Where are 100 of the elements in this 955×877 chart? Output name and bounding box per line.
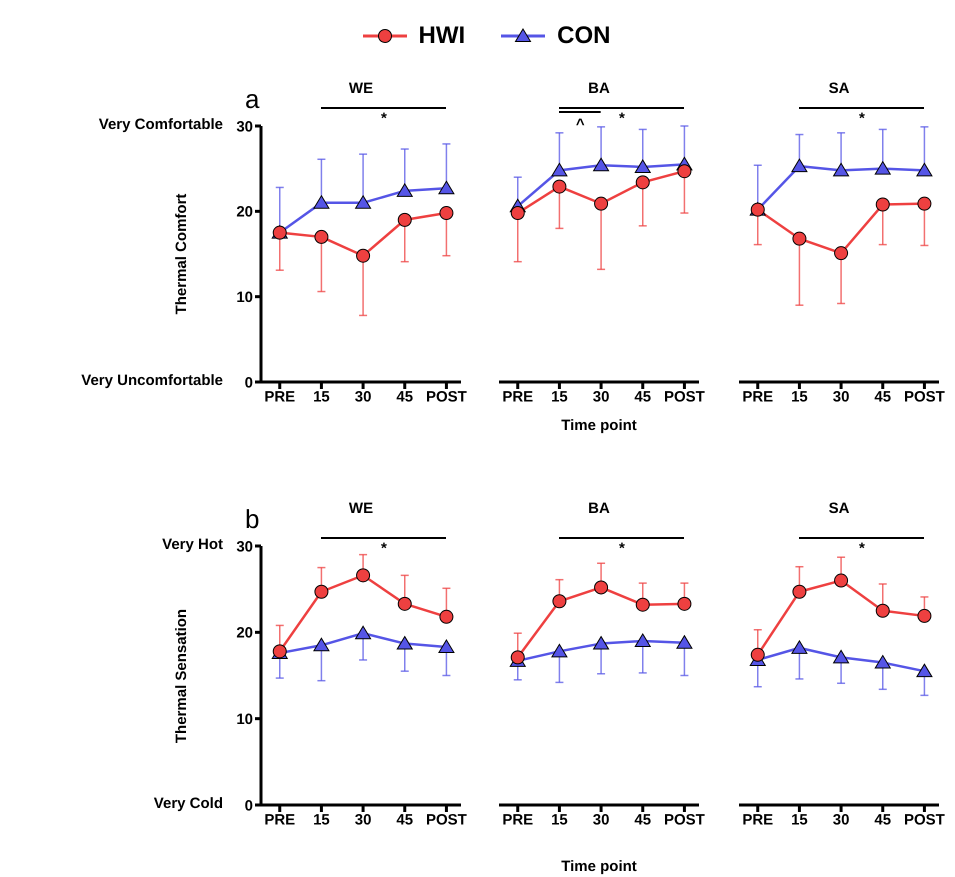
x-tick-label: 30 — [354, 812, 372, 829]
legend-label: CON — [557, 22, 610, 50]
y-tick-label: 10 — [236, 710, 253, 728]
point — [634, 633, 651, 647]
point — [398, 596, 412, 611]
annotation: * — [618, 540, 626, 557]
point — [792, 232, 806, 246]
x-tick-label: 30 — [832, 388, 850, 406]
point — [314, 230, 328, 244]
x-tick-label: 45 — [634, 812, 652, 829]
chart-title: BA — [587, 80, 611, 97]
annotation: * — [380, 110, 388, 127]
x-tick-label: PRE — [264, 388, 296, 406]
y-tick-label: 0 — [244, 797, 253, 814]
x-tick-label: 30 — [354, 388, 372, 406]
x-tick-label: 30 — [592, 812, 610, 829]
text: Very Uncomfortable — [81, 372, 223, 389]
x-tick-label: 45 — [396, 812, 414, 829]
point — [355, 195, 372, 209]
point — [874, 655, 891, 669]
y-tick-label: 10 — [236, 288, 253, 306]
x-tick-label: 15 — [551, 388, 568, 406]
point — [791, 158, 808, 172]
point — [356, 568, 370, 582]
text: Very Cold — [154, 795, 223, 812]
chart-title: WE — [348, 80, 374, 97]
chart-title: SA — [828, 80, 850, 97]
text: Very Hot — [162, 536, 223, 553]
point — [356, 248, 370, 263]
point — [876, 198, 890, 212]
x-tick-label: POST — [426, 812, 467, 829]
x-tick-label: 45 — [874, 388, 892, 406]
point — [594, 196, 608, 211]
annotation: ^ — [574, 116, 586, 133]
chart-title: BA — [587, 500, 611, 517]
point — [636, 175, 650, 190]
annotation: * — [618, 110, 626, 127]
x-tick-label: 45 — [874, 812, 892, 829]
y-tick-label: 20 — [236, 204, 253, 221]
point — [917, 196, 932, 211]
point — [750, 648, 765, 662]
point — [792, 584, 806, 599]
x-tick-label: PRE — [502, 388, 534, 406]
point — [636, 598, 650, 612]
point — [552, 180, 566, 194]
x-tick-label: 30 — [832, 812, 850, 829]
x-tick-label: POST — [904, 812, 945, 829]
point — [916, 162, 932, 176]
y-axis-title: Thermal Comfort — [173, 192, 191, 316]
x-tick-label: PRE — [264, 812, 296, 829]
x-axis-title: Time point — [561, 858, 637, 875]
point — [594, 580, 608, 594]
y-axis-title: Thermal Sensation — [173, 607, 191, 745]
y-tick-label: 30 — [236, 538, 253, 556]
point — [355, 626, 372, 640]
point — [398, 212, 412, 227]
x-tick-label: 15 — [791, 812, 808, 829]
text: Very Comfortable — [98, 116, 223, 133]
point — [396, 636, 413, 650]
point — [876, 604, 890, 618]
annotation: * — [858, 110, 866, 127]
legend-label: HWI — [418, 22, 466, 50]
y-tick-label: 20 — [236, 624, 253, 642]
x-axis-title: Time point — [561, 417, 637, 434]
point — [396, 183, 413, 197]
chart-subtitle: b — [245, 504, 260, 534]
point — [677, 164, 692, 178]
point — [791, 640, 808, 654]
annotation: * — [858, 540, 866, 557]
point — [552, 594, 566, 608]
point — [593, 158, 610, 172]
x-tick-label: 15 — [551, 812, 568, 829]
x-tick-label: POST — [426, 388, 467, 406]
x-tick-label: 45 — [396, 388, 414, 406]
point — [634, 159, 651, 173]
point — [551, 162, 568, 176]
point — [313, 195, 330, 209]
x-tick-label: POST — [664, 812, 705, 829]
point — [439, 610, 454, 624]
point — [551, 644, 568, 658]
chart-title: SA — [828, 500, 850, 517]
point — [510, 650, 525, 664]
point — [676, 635, 692, 649]
x-tick-label: 45 — [634, 388, 652, 406]
point — [593, 636, 610, 650]
x-tick-label: 15 — [313, 812, 330, 829]
x-tick-label: PRE — [742, 812, 774, 829]
point — [438, 180, 454, 194]
point — [438, 640, 454, 654]
point — [314, 584, 328, 599]
x-tick-label: 30 — [592, 388, 610, 406]
y-tick-label: 0 — [244, 374, 253, 392]
point — [917, 608, 932, 623]
point — [313, 638, 330, 652]
point — [833, 162, 850, 176]
x-tick-label: 15 — [313, 388, 330, 406]
point — [439, 206, 454, 220]
point — [834, 246, 848, 260]
x-tick-label: PRE — [502, 812, 534, 829]
x-tick-label: PRE — [742, 388, 774, 406]
